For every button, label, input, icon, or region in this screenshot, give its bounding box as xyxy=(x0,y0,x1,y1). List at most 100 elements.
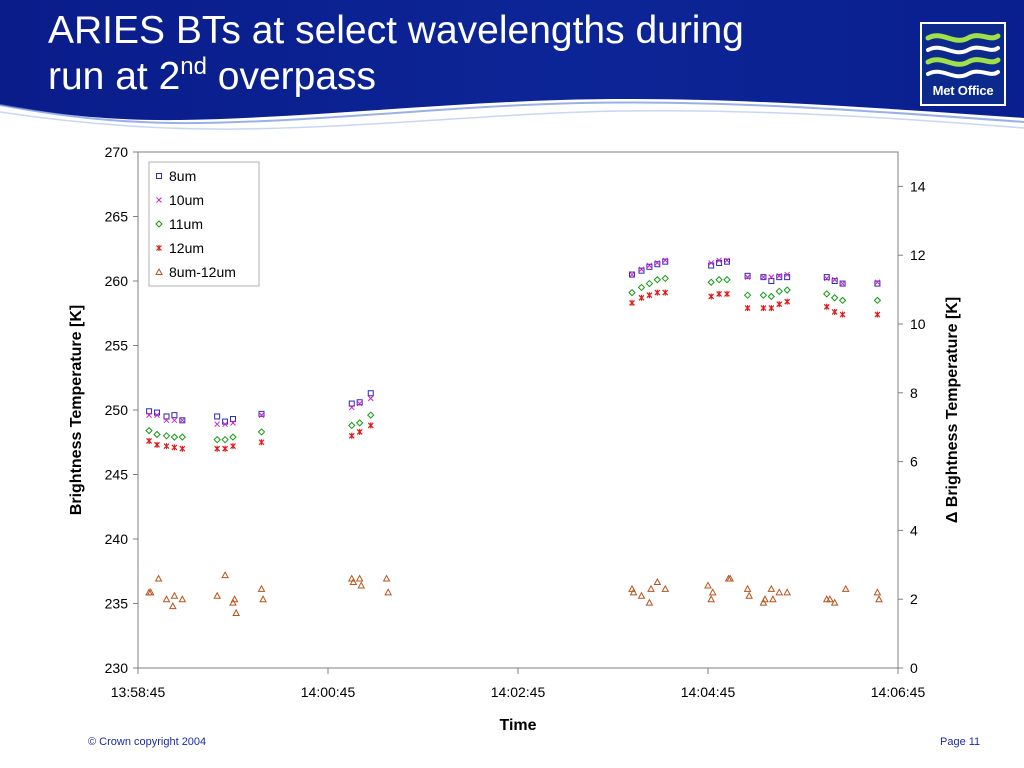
data-point xyxy=(637,283,646,292)
legend-label: 10um xyxy=(169,192,204,208)
y-tick-label: 260 xyxy=(105,273,129,289)
data-points xyxy=(145,257,883,616)
data-point xyxy=(168,602,177,610)
y-tick-label: 230 xyxy=(105,660,129,676)
data-point xyxy=(348,432,355,439)
title-line-1: ARIES BTs at select wavelengths during xyxy=(48,9,744,52)
data-point xyxy=(769,595,777,603)
data-point xyxy=(776,272,783,279)
data-point xyxy=(638,294,645,301)
data-point xyxy=(704,581,712,589)
data-point xyxy=(745,591,754,599)
x-tick-label: 14:02:45 xyxy=(491,684,546,700)
legend-marker xyxy=(156,245,162,251)
y2-axis-title: Δ Brightness Temperature [K] xyxy=(944,297,961,523)
data-point xyxy=(708,588,717,596)
y2-tick-label: 8 xyxy=(910,385,918,401)
left-axis: 230 235 240 245 250 255 260 265 270 xyxy=(105,144,138,676)
data-point xyxy=(221,435,229,444)
data-point xyxy=(715,276,723,284)
data-point xyxy=(653,577,662,585)
data-point xyxy=(724,257,730,264)
y2-tick-label: 2 xyxy=(910,591,918,607)
data-point xyxy=(760,274,767,281)
title-banner xyxy=(0,0,1024,135)
data-point xyxy=(382,574,391,582)
copyright-notice: © Crown copyright 2004 xyxy=(88,736,207,748)
data-point xyxy=(213,591,222,599)
data-point xyxy=(230,595,239,603)
data-point xyxy=(162,432,171,440)
series-11um xyxy=(145,274,882,444)
data-point xyxy=(723,276,731,284)
data-point xyxy=(154,441,160,448)
title-line-2-superscript: nd xyxy=(180,53,207,80)
data-point xyxy=(839,280,846,287)
data-point xyxy=(768,278,775,284)
data-point xyxy=(654,289,661,296)
legend-marker xyxy=(156,173,162,179)
title-line-2: run at 2nd overpass xyxy=(48,54,848,100)
data-point xyxy=(645,598,654,606)
data-point xyxy=(830,598,839,606)
data-point xyxy=(153,430,161,439)
y-tick-label: 265 xyxy=(105,209,129,225)
legend-label: 8um xyxy=(169,168,196,184)
data-point xyxy=(716,290,723,297)
data-point xyxy=(775,588,784,596)
data-point xyxy=(367,390,374,397)
data-point xyxy=(767,584,776,592)
data-point xyxy=(826,595,834,603)
data-point xyxy=(784,298,791,305)
page-title: ARIES BTs at select wavelengths during r… xyxy=(48,8,848,100)
x-axis: 13:58:45 14:00:45 14:02:45 14:04:45 14:06:45 xyxy=(111,668,925,700)
data-point xyxy=(759,291,768,299)
data-point xyxy=(230,443,236,450)
data-point xyxy=(154,574,163,582)
x-tick-label: 14:00:45 xyxy=(301,684,356,700)
data-point xyxy=(629,588,638,596)
y2-tick-label: 12 xyxy=(910,247,926,263)
data-point xyxy=(145,426,153,435)
data-point xyxy=(154,412,160,419)
data-point xyxy=(724,258,730,265)
data-point xyxy=(171,412,178,419)
data-point xyxy=(230,416,236,423)
right-axis: 0 2 4 6 8 10 12 14 xyxy=(898,178,926,676)
data-point xyxy=(743,291,752,299)
data-point xyxy=(258,439,265,446)
data-point xyxy=(874,311,881,318)
legend-box xyxy=(148,161,260,287)
data-point xyxy=(356,428,363,435)
data-point xyxy=(629,271,635,278)
data-point xyxy=(356,399,363,406)
met-office-logo: Met Office xyxy=(920,22,1006,106)
legend-label: 11um xyxy=(169,216,203,232)
legend-label: 8um-12um xyxy=(169,264,236,280)
data-point xyxy=(875,595,883,603)
y-tick-label: 270 xyxy=(105,144,129,160)
data-point xyxy=(179,417,186,424)
data-point xyxy=(661,274,669,283)
data-point xyxy=(222,445,229,452)
data-point xyxy=(258,412,265,419)
data-point xyxy=(163,413,170,420)
data-point xyxy=(831,308,838,315)
data-point xyxy=(229,598,237,606)
wave-logo-icon xyxy=(925,33,1001,79)
data-point xyxy=(838,296,847,305)
data-point xyxy=(214,421,221,428)
series-10um xyxy=(146,257,881,428)
data-point xyxy=(776,301,783,308)
legend-marker xyxy=(156,197,162,203)
logo-text: Met Office xyxy=(932,83,994,98)
data-point xyxy=(653,276,662,284)
data-point xyxy=(179,445,186,452)
data-point xyxy=(146,412,152,419)
data-point xyxy=(638,267,645,274)
y-tick-label: 245 xyxy=(105,467,129,483)
data-point xyxy=(367,422,374,429)
data-point xyxy=(229,433,237,441)
title-line-2-suffix: overpass xyxy=(206,55,377,98)
data-point xyxy=(214,413,221,420)
